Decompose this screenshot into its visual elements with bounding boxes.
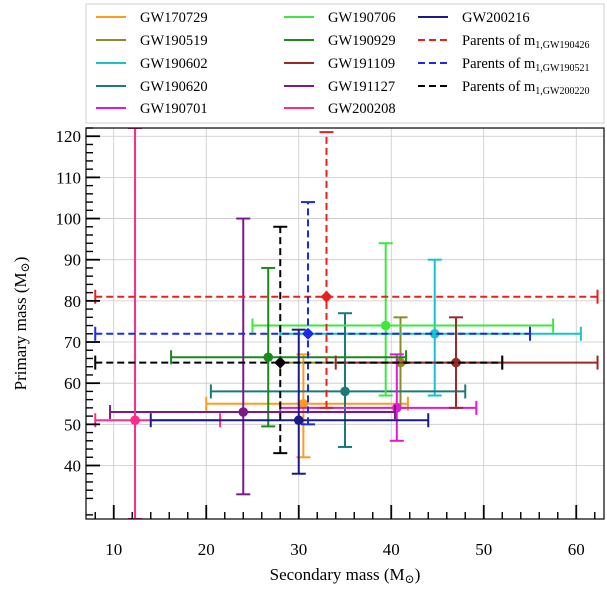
legend-entry-label: GW200216 (462, 10, 530, 26)
y-axis-label-text: Primary mass (M (11, 272, 30, 390)
x-axis-label: Secondary mass (M⊙) (270, 565, 421, 584)
legend-entry-label: Parents of m1,GW190521 (462, 56, 589, 74)
data-point (451, 357, 461, 368)
x-tick-label: 10 (105, 540, 122, 559)
data-point (380, 320, 391, 331)
legend-entry-subscript: 1,GW190521 (535, 63, 589, 74)
series-gw170729 (205, 353, 409, 459)
y-tick-label: 110 (56, 168, 81, 187)
x-axis-unit-symbol: ⊙ (405, 572, 415, 584)
legend-entry-name: GW191127 (328, 79, 395, 95)
grid (86, 128, 604, 519)
series-gw190620 (209, 312, 467, 448)
x-axis-unit-close: ) (415, 565, 421, 584)
legend-entry-name: GW190620 (140, 79, 208, 95)
legend-entry-name: GW200216 (462, 10, 530, 26)
series-gw191109 (334, 316, 599, 409)
legend-entry-label: GW190602 (140, 56, 208, 72)
series-gw200216 (149, 328, 430, 475)
y-tick-label: 40 (64, 456, 81, 475)
series-parents-1GW200220 (94, 225, 504, 455)
series-gw190602 (279, 258, 582, 397)
x-tick-label: 40 (383, 540, 400, 559)
series-gw190706 (251, 242, 555, 397)
legend-entry-name: GW190519 (140, 33, 208, 49)
series-parents-1GW190521 (94, 201, 531, 426)
legend-entry-name: GW190929 (328, 33, 396, 49)
legend-entry-label: Parents of m1,GW200220 (462, 79, 589, 97)
legend-entry-subscript: 1,GW190426 (535, 40, 589, 51)
legend-entry-subscript: 1,GW200220 (535, 86, 589, 97)
y-axis-unit-close: ) (11, 257, 30, 263)
x-tick-label: 60 (568, 540, 585, 559)
y-tick-label: 60 (64, 374, 81, 393)
legend-entry-label: GW190929 (328, 33, 396, 49)
axis-ticks: 10 20 30 40 50 60 40 50 60 70 80 90 100 110 120 (56, 127, 596, 559)
legend-entry-label: Parents of m1,GW190426 (462, 33, 589, 51)
legend-entry-label: GW191109 (328, 56, 395, 72)
data-point (238, 407, 249, 417)
legend-entry-name: GW191109 (328, 56, 395, 72)
x-tick-label: 20 (198, 540, 215, 559)
data-marks (94, 128, 599, 519)
legend-entry-label: GW190706 (328, 10, 396, 26)
data-point (263, 352, 274, 363)
legend-entry-label: GW191127 (328, 79, 395, 95)
y-tick-label: 90 (64, 251, 81, 270)
x-axis-label-text: Secondary mass (M (270, 565, 405, 584)
data-point-diamond (302, 327, 314, 340)
legend: GW170729 GW190519 GW190602 GW190620 GW190701… (85, 3, 605, 124)
legend-box (85, 3, 605, 124)
data-point (130, 415, 140, 426)
legend-entry-label: GW170729 (140, 10, 208, 26)
data-point (293, 415, 304, 426)
plot-frame (85, 127, 605, 520)
legend-entry-label: GW190701 (140, 101, 208, 117)
data-point-diamond (320, 290, 333, 303)
y-tick-label: 50 (64, 415, 81, 434)
data-point-diamond (274, 356, 287, 369)
y-tick-label: 80 (64, 292, 81, 311)
data-point (429, 328, 440, 339)
y-tick-label: 100 (56, 210, 82, 229)
x-tick-label: 30 (290, 540, 307, 559)
data-point (340, 386, 350, 397)
y-axis-unit-symbol: ⊙ (18, 262, 32, 272)
series-gw191127 (109, 217, 396, 496)
data-point (298, 398, 309, 409)
y-axis-label: Primary mass (M⊙) (11, 257, 32, 391)
legend-entry-name: GW190602 (140, 56, 208, 72)
legend-entry-label: GW200208 (328, 101, 396, 117)
legend-entry-name: GW200208 (328, 101, 396, 117)
legend-entry-name: GW170729 (140, 10, 208, 26)
legend-entry-name: GW190701 (140, 101, 208, 117)
legend-entry-name: Parents of m (462, 79, 536, 95)
legend-entry-name: Parents of m (462, 33, 536, 49)
series-gw190701 (279, 353, 478, 442)
legend-entry-label: GW190519 (140, 33, 208, 49)
legend-entry-label: GW190620 (140, 79, 208, 95)
y-tick-label: 70 (64, 333, 81, 352)
series-parents-1GW190426 (94, 131, 599, 409)
x-tick-label: 50 (475, 540, 492, 559)
legend-entry-name: GW190706 (328, 10, 396, 26)
legend-entry-name: Parents of m (462, 56, 536, 72)
y-tick-label: 120 (56, 127, 82, 146)
